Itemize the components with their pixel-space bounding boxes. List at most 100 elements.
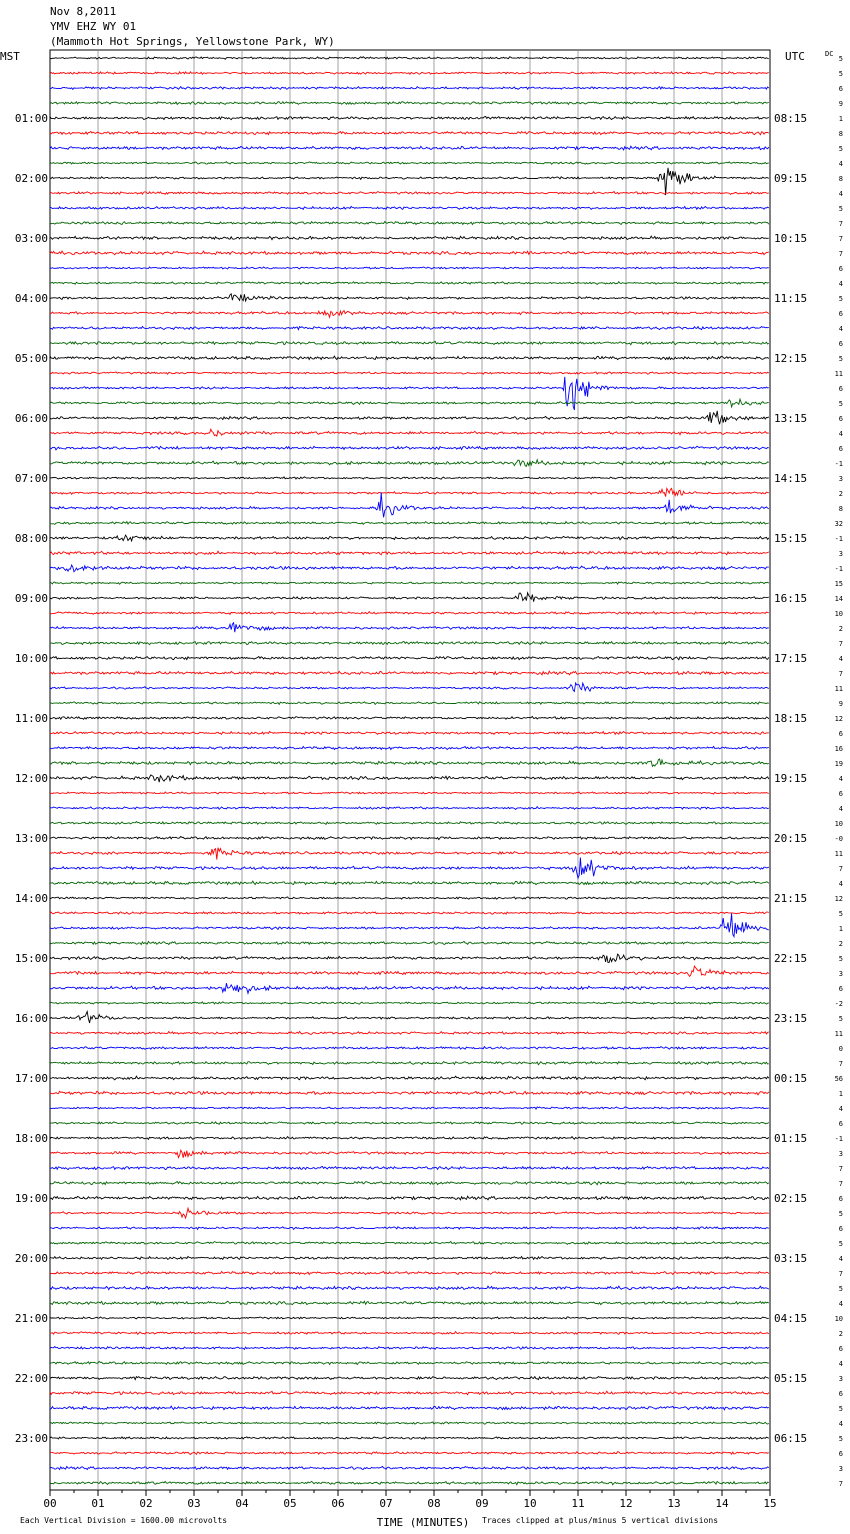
hour-label-local: 19:00 (15, 1192, 48, 1205)
dc-offset-label: 3 (839, 970, 843, 978)
dc-offset-label: 5 (839, 1240, 843, 1248)
x-tick-label: 04 (235, 1497, 249, 1510)
trace-line (49, 1330, 770, 1336)
dc-offset-label: 32 (835, 520, 843, 528)
x-tick-label: 14 (715, 1497, 729, 1510)
dc-offset-label: 5 (839, 55, 843, 63)
dc-offset-label: 7 (839, 670, 843, 678)
x-tick-label: 13 (667, 1497, 680, 1510)
trace-line (49, 820, 769, 826)
trace-line (49, 745, 769, 751)
dc-offset-label: 6 (839, 1345, 843, 1353)
trace-line (49, 758, 770, 768)
trace-line (49, 235, 769, 241)
trace-line (49, 1206, 769, 1220)
trace-line (49, 534, 770, 543)
trace-line (49, 1451, 770, 1456)
dc-offset-label: 4 (839, 430, 843, 438)
dc-offset-label: 1 (839, 115, 843, 123)
dc-offset-label: 6 (839, 265, 843, 273)
left-axis-label: MST (0, 50, 20, 63)
dc-offset-label: 4 (839, 1300, 843, 1308)
footer-scale-note: Each Vertical Division = 1600.00 microvo… (20, 1516, 227, 1525)
dc-offset-label: 5 (839, 400, 843, 408)
hour-label-local: 09:00 (15, 592, 48, 605)
hour-label-local: 17:00 (15, 1072, 48, 1085)
trace-line (49, 292, 770, 303)
trace-line (49, 655, 770, 661)
trace-line (49, 85, 770, 91)
trace-line (49, 1045, 769, 1050)
hour-label-local: 07:00 (15, 472, 48, 485)
hour-label-utc: 08:15 (774, 112, 807, 125)
dc-offset-label: 8 (839, 505, 843, 513)
dc-offset-label: 6 (839, 310, 843, 318)
hour-label-local: 06:00 (15, 412, 48, 425)
dc-offset-label: -2 (835, 1000, 843, 1008)
dc-offset-label: 5 (839, 355, 843, 363)
dc-offset-label: 5 (839, 1405, 843, 1413)
dc-offset-label: 4 (839, 1420, 843, 1428)
trace-line (49, 397, 769, 409)
hour-label-local: 20:00 (15, 1252, 48, 1265)
dc-offset-label: -1 (835, 460, 843, 468)
trace-line (49, 205, 770, 211)
trace-line (49, 1316, 769, 1320)
dc-offset-label: 3 (839, 1465, 843, 1473)
dc-offset-label: 5 (839, 295, 843, 303)
dc-offset-label: 8 (839, 175, 843, 183)
x-tick-label: 08 (427, 1497, 440, 1510)
hour-label-local: 01:00 (15, 112, 48, 125)
dc-offset-label: 1 (839, 1090, 843, 1098)
dc-offset-label: 11 (835, 850, 843, 858)
dc-offset-label: 7 (839, 1180, 843, 1188)
x-tick-label: 12 (619, 1497, 632, 1510)
trace-line (49, 550, 770, 556)
dc-offset-label: 12 (835, 715, 843, 723)
dc-offset-label: 4 (839, 325, 843, 333)
trace-line (49, 681, 769, 693)
dc-offset-label: 11 (835, 685, 843, 693)
dc-offset-label: 5 (839, 1285, 843, 1293)
hour-label-utc: 10:15 (774, 232, 807, 245)
hour-label-utc: 21:15 (774, 892, 807, 905)
trace-line (49, 492, 770, 518)
x-tick-label: 02 (139, 1497, 152, 1510)
dc-offset-label: 6 (839, 1225, 843, 1233)
dc-offset-label: 6 (839, 1450, 843, 1458)
trace-line (49, 410, 770, 425)
dc-offset-label: 6 (839, 385, 843, 393)
trace-line (49, 1345, 770, 1351)
dc-offset-label: -1 (835, 1135, 843, 1143)
hour-label-utc: 06:15 (774, 1432, 807, 1445)
dc-offset-label: 5 (839, 955, 843, 963)
trace-line (49, 1121, 770, 1125)
trace-line (49, 953, 770, 963)
trace-line (49, 1285, 770, 1291)
trace-line (49, 167, 770, 196)
trace-line (49, 1001, 769, 1005)
trace-line (49, 1480, 769, 1486)
dc-offset-label: 19 (835, 760, 843, 768)
dc-offset-label: 6 (839, 1195, 843, 1203)
hour-label-utc: 22:15 (774, 952, 807, 965)
dc-offset-label: 10 (835, 610, 843, 618)
dc-offset-label: 1 (839, 925, 843, 933)
trace-line (49, 1060, 769, 1066)
trace-line (49, 1255, 769, 1261)
dc-offset-label: 5 (839, 1210, 843, 1218)
dc-offset-label: 5 (839, 1435, 843, 1443)
dc-offset-label: 2 (839, 940, 843, 948)
x-tick-label: 10 (523, 1497, 536, 1510)
trace-line (49, 983, 770, 995)
dc-offset-label: 6 (839, 1390, 843, 1398)
hour-label-local: 05:00 (15, 352, 48, 365)
trace-line (49, 670, 769, 676)
hour-label-local: 21:00 (15, 1312, 48, 1325)
dc-offset-label: 4 (839, 1255, 843, 1263)
trace-line (49, 325, 769, 331)
trace-line (49, 1436, 769, 1440)
hour-label-local: 14:00 (15, 892, 48, 905)
trace-line (49, 1270, 770, 1276)
